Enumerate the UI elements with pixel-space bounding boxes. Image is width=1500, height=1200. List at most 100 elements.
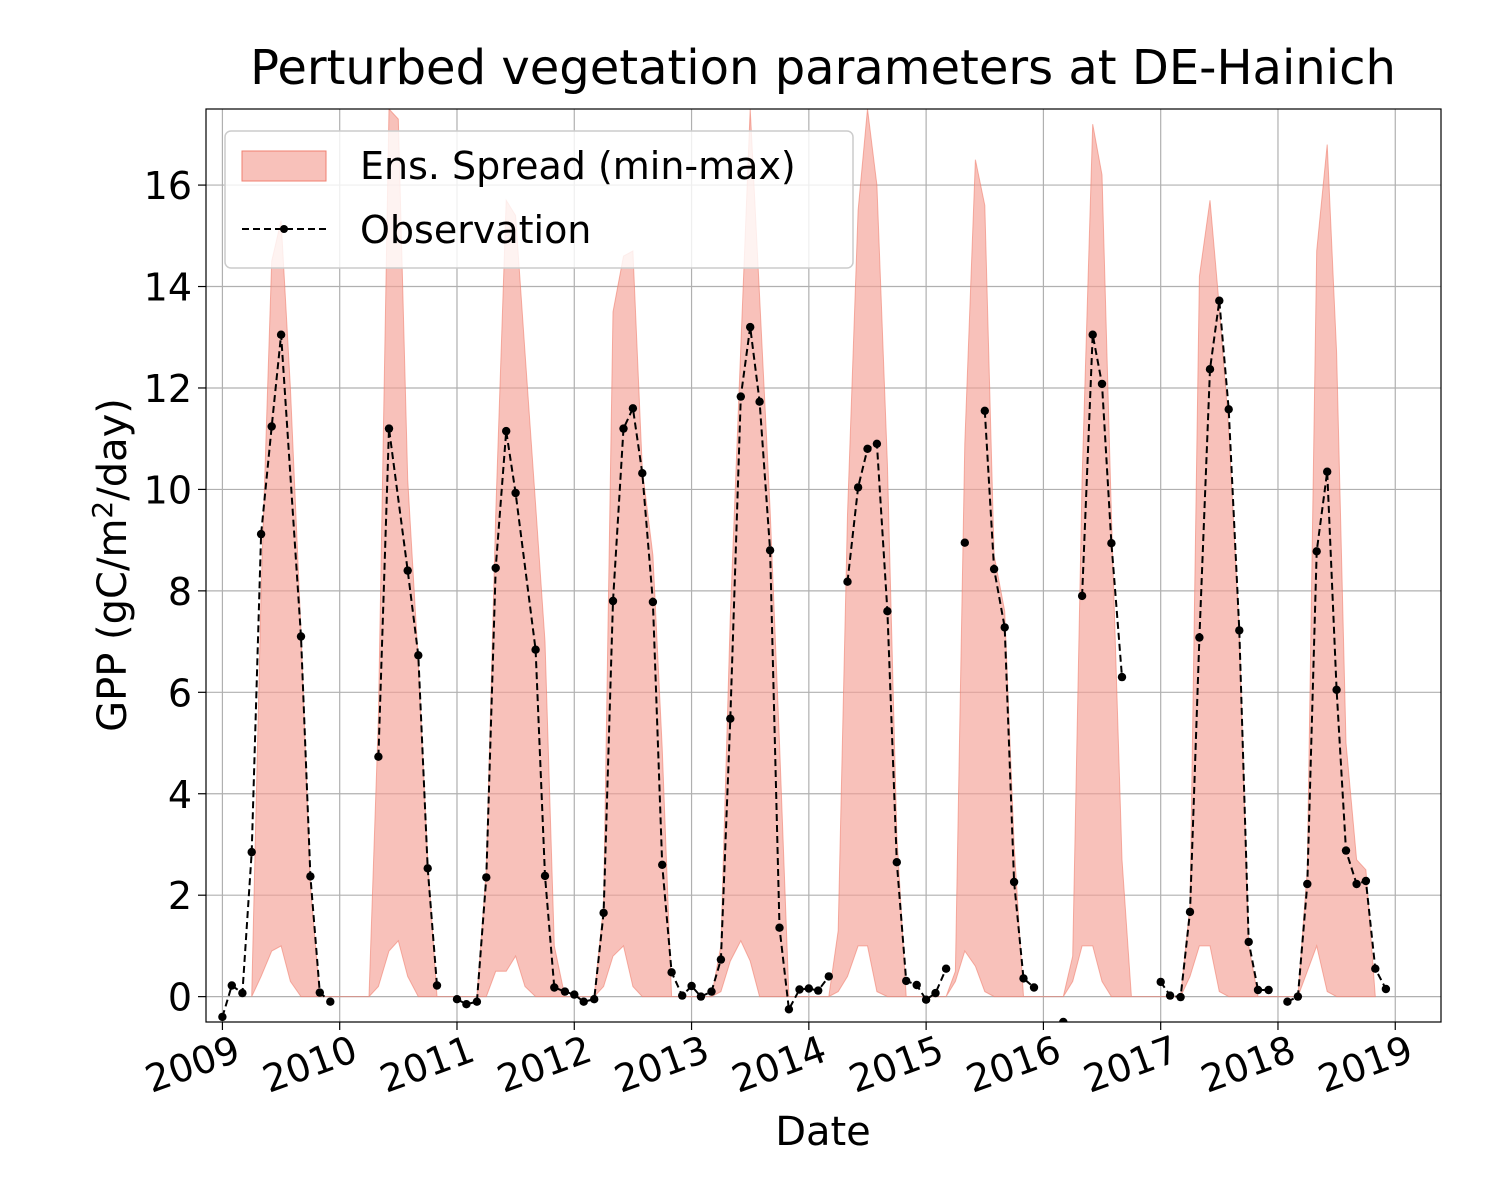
observation-point xyxy=(989,564,999,574)
observation-point xyxy=(1165,991,1175,1000)
observation-point xyxy=(276,330,286,339)
plot-series xyxy=(218,109,1391,1022)
observation-point xyxy=(1029,983,1039,992)
observation-point xyxy=(1323,467,1332,476)
observation-point xyxy=(696,992,706,1001)
x-tick-label: 2017 xyxy=(1078,1027,1184,1101)
observation-point xyxy=(238,988,247,998)
observation-point xyxy=(678,991,687,1000)
legend-box xyxy=(224,130,854,269)
observation-point xyxy=(1077,591,1087,601)
observation-point xyxy=(1361,876,1371,886)
observation-point xyxy=(619,424,628,433)
observation-point xyxy=(1097,379,1107,389)
observation-point xyxy=(941,964,951,973)
y-tick-label: 10 xyxy=(144,468,192,512)
observation-point xyxy=(638,469,647,478)
observation-point xyxy=(432,981,442,990)
observation-point xyxy=(560,987,570,996)
observation-point xyxy=(1117,672,1127,682)
y-tick-label: 2 xyxy=(168,874,192,918)
observation-point xyxy=(784,1005,794,1014)
y-tick-label: 14 xyxy=(144,266,192,310)
x-tick-label: 2009 xyxy=(140,1027,246,1101)
observation-point xyxy=(570,990,579,999)
legend-swatch-observation-marker xyxy=(280,225,288,233)
x-tick-label: 2019 xyxy=(1312,1027,1418,1101)
observation-point xyxy=(775,923,784,932)
observation-point xyxy=(1156,977,1165,987)
legend-swatch-spread xyxy=(241,150,327,182)
y-axis-label: GPP (gC/m2/day) xyxy=(86,398,136,732)
observation-point xyxy=(374,752,383,761)
observation-point xyxy=(1195,633,1204,642)
observation-point xyxy=(491,563,500,573)
y-tick-label: 12 xyxy=(144,367,192,411)
y-tick-label: 16 xyxy=(144,164,192,208)
observation-point xyxy=(872,439,882,448)
observation-point xyxy=(1000,623,1009,632)
observation-point xyxy=(1253,985,1263,995)
x-axis-label: Date xyxy=(775,1109,871,1155)
y-tick-label: 8 xyxy=(168,570,192,614)
observation-point xyxy=(384,424,394,433)
observation-point xyxy=(1185,907,1195,917)
observation-point xyxy=(608,596,618,606)
observation-point xyxy=(1009,877,1019,887)
observation-point xyxy=(1107,539,1116,548)
observation-point xyxy=(511,488,520,498)
y-axis-ticks: 0 2 4 6 8 10 12 14 16 xyxy=(144,164,206,1020)
observation-point xyxy=(502,426,511,436)
x-tick-label: 2014 xyxy=(726,1027,832,1101)
observation-point xyxy=(755,397,764,406)
legend: Ens. Spread (min-max) Observation xyxy=(224,130,854,269)
observation-point xyxy=(247,847,256,857)
observation-line xyxy=(983,410,1035,989)
observation-point xyxy=(1371,964,1380,973)
observation-point xyxy=(403,566,412,575)
x-axis-ticks: 2009 2010 2011 2012 2013 2014 2015 2016 2017 2018… xyxy=(140,1022,1418,1102)
observation-point xyxy=(472,997,482,1006)
observation-point xyxy=(667,968,676,977)
observation-point xyxy=(1244,937,1253,947)
x-tick-label: 2011 xyxy=(374,1027,480,1101)
observation-point xyxy=(452,995,462,1004)
observation-point xyxy=(306,872,315,881)
observation-point xyxy=(531,645,540,654)
observation-point xyxy=(765,546,775,555)
observation-point xyxy=(579,997,588,1006)
observation-point xyxy=(892,858,901,867)
observation-point xyxy=(218,1012,227,1022)
observation-point xyxy=(1381,984,1391,994)
observation-point xyxy=(482,873,491,882)
observation-point xyxy=(1312,547,1321,556)
observation-point xyxy=(540,871,550,881)
observation-line xyxy=(221,334,331,1018)
observation-point xyxy=(716,955,726,964)
observation-point xyxy=(1264,985,1273,995)
legend-label-spread: Ens. Spread (min-max) xyxy=(360,144,796,188)
y-tick-label: 6 xyxy=(168,671,192,715)
x-tick-label: 2012 xyxy=(491,1027,597,1101)
observation-point xyxy=(1176,992,1185,1002)
observation-point xyxy=(814,986,823,995)
observation-point xyxy=(1303,879,1312,889)
observation-line xyxy=(456,326,830,1013)
observation-point xyxy=(550,983,559,992)
observation-point xyxy=(746,322,755,332)
observation-point xyxy=(423,864,432,873)
y-tick-label: 0 xyxy=(168,976,192,1020)
x-tick-label: 2010 xyxy=(257,1027,363,1101)
observation-point xyxy=(707,987,716,996)
observation-point xyxy=(414,651,423,660)
observation-point xyxy=(267,422,276,431)
observation-point xyxy=(687,981,696,991)
observation-point xyxy=(1205,365,1215,374)
observation-point xyxy=(980,406,989,415)
observation-point xyxy=(726,714,735,723)
observation-point xyxy=(227,981,236,990)
x-tick-label: 2016 xyxy=(961,1027,1067,1101)
observation-point xyxy=(960,538,969,547)
observation-point xyxy=(296,632,306,641)
